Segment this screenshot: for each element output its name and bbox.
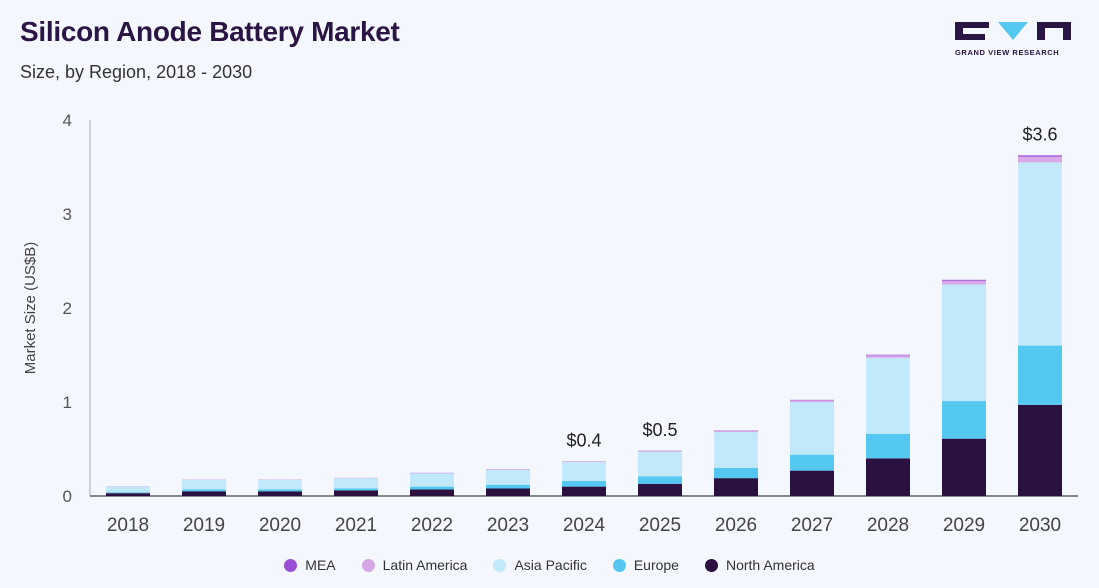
bar-north-america-2030 [1018, 404, 1062, 496]
bar-asia-pacific-2019 [182, 480, 226, 490]
legend-swatch [361, 558, 375, 572]
bar-asia-pacific-2023 [486, 469, 530, 485]
bar-europe-2027 [790, 454, 834, 471]
bar-north-america-2029 [942, 438, 986, 496]
legend-label: MEA [305, 557, 336, 573]
bar-latin-america-2025 [638, 451, 682, 452]
data-label: $0.4 [566, 430, 601, 450]
legend-swatch [612, 558, 626, 572]
bar-europe-2030 [1018, 345, 1062, 405]
bar-north-america-2022 [410, 489, 454, 496]
bar-asia-pacific-2024 [562, 462, 606, 481]
x-tick-label: 2026 [715, 515, 757, 536]
bar-europe-2018 [106, 492, 150, 494]
x-tick-label: 2018 [107, 515, 149, 536]
legend-label: Asia Pacific [514, 557, 587, 573]
bar-latin-america-2028 [866, 355, 910, 358]
x-tick-label: 2025 [639, 515, 681, 536]
logo-text: GRAND VIEW RESEARCH [955, 48, 1060, 57]
bar-north-america-2020 [258, 491, 302, 496]
chart-title: Silicon Anode Battery Market [20, 16, 400, 47]
legend-item-asia-pacific: Asia Pacific [493, 557, 587, 573]
bar-chart: 0 1 2 3 4 Market Size (US$B) 2018 2019 2020 2021 2… [22, 111, 1078, 536]
legend-item-north-america: North America [704, 557, 815, 573]
bar-europe-2019 [182, 489, 226, 492]
bar-asia-pacific-2018 [106, 486, 150, 493]
grand-view-research-logo: GRAND VIEW RESEARCH [955, 20, 1071, 60]
bar-europe-2029 [942, 401, 986, 439]
legend-swatch [704, 558, 718, 572]
bar-latin-america-2030 [1018, 156, 1062, 163]
chart-legend: MEA Latin America Asia Pacific Europe North … [0, 557, 1099, 573]
bar-asia-pacific-2029 [942, 284, 986, 402]
bar-north-america-2027 [790, 470, 834, 496]
legend-item-latin-america: Latin America [361, 557, 468, 573]
data-label: $3.6 [1022, 124, 1057, 144]
bar-asia-pacific-2020 [258, 480, 302, 490]
bar-north-america-2028 [866, 458, 910, 496]
bar-europe-2023 [486, 484, 530, 489]
legend-item-europe: Europe [612, 557, 679, 573]
legend-label: Latin America [382, 557, 468, 573]
x-tick-label: 2029 [943, 515, 985, 536]
legend-label: North America [725, 557, 815, 573]
bar-asia-pacific-2027 [790, 402, 834, 455]
x-tick-label: 2020 [259, 515, 301, 536]
bar-mea-2030 [1018, 155, 1062, 157]
bar-north-america-2023 [486, 488, 530, 496]
bar-europe-2020 [258, 489, 302, 492]
bar-asia-pacific-2022 [410, 473, 454, 487]
x-tick-label: 2022 [411, 515, 453, 536]
x-tick-label: 2021 [335, 515, 377, 536]
bar-north-america-2025 [638, 483, 682, 496]
bar-europe-2025 [638, 476, 682, 484]
bar-asia-pacific-2028 [866, 357, 910, 434]
bar-latin-america-2029 [942, 280, 986, 285]
y-tick-label: 4 [63, 111, 72, 130]
y-axis-label: Market Size (US$B) [22, 242, 39, 375]
bar-europe-2028 [866, 433, 910, 459]
x-tick-label: 2027 [791, 515, 833, 536]
legend-swatch [284, 558, 298, 572]
y-tick-label: 2 [63, 299, 72, 318]
x-tick-label: 2019 [183, 515, 225, 536]
legend-item-mea: MEA [284, 557, 336, 573]
bar-asia-pacific-2026 [714, 432, 758, 468]
bar-mea-2028 [866, 354, 910, 356]
bar-north-america-2018 [106, 493, 150, 496]
bar-europe-2021 [334, 488, 378, 491]
data-label: $0.5 [642, 420, 677, 440]
bar-north-america-2026 [714, 478, 758, 496]
x-tick-label: 2028 [867, 515, 909, 536]
bar-asia-pacific-2030 [1018, 162, 1062, 346]
bar-north-america-2024 [562, 486, 606, 496]
bar-mea-2029 [942, 279, 986, 281]
chart-subtitle: Size, by Region, 2018 - 2030 [20, 62, 253, 82]
y-tick-label: 3 [63, 205, 72, 224]
x-tick-label: 2023 [487, 515, 529, 536]
legend-swatch [493, 558, 507, 572]
bar-europe-2026 [714, 467, 758, 479]
bar-asia-pacific-2021 [334, 478, 378, 489]
bar-north-america-2019 [182, 491, 226, 496]
bar-north-america-2021 [334, 490, 378, 496]
bar-europe-2024 [562, 480, 606, 487]
bar-latin-america-2024 [562, 461, 606, 463]
legend-label: Europe [633, 557, 679, 573]
bar-latin-america-2026 [714, 430, 758, 433]
y-tick-label: 0 [63, 487, 72, 506]
y-tick-label: 1 [63, 393, 72, 412]
x-tick-label: 2024 [563, 515, 606, 536]
bar-asia-pacific-2025 [638, 451, 682, 477]
bar-latin-america-2027 [790, 400, 834, 402]
logo-icon [955, 22, 1071, 40]
bar-europe-2022 [410, 486, 454, 490]
x-tick-label: 2030 [1019, 515, 1061, 536]
